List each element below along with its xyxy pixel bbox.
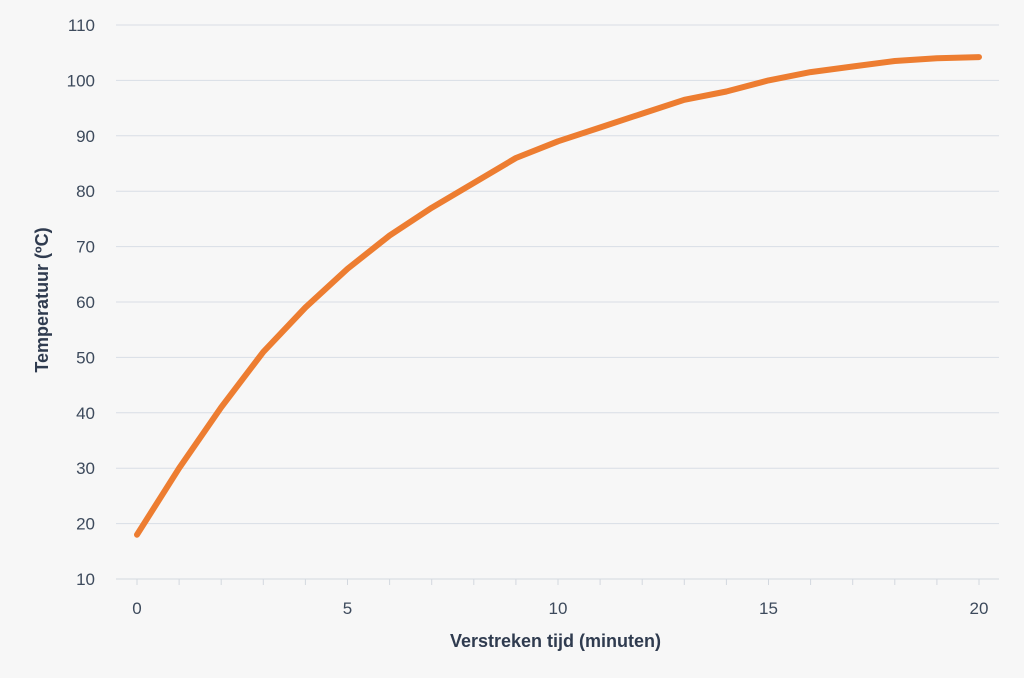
y-tick-label-30: 30 bbox=[76, 459, 95, 478]
x-tick-label-20: 20 bbox=[970, 599, 989, 618]
y-tick-label-100: 100 bbox=[67, 71, 95, 90]
x-tick-label-0: 0 bbox=[132, 599, 141, 618]
gridlines bbox=[116, 24, 999, 525]
x-tick-label-10: 10 bbox=[549, 599, 568, 618]
y-axis-title: Temperatuur (ºC) bbox=[32, 227, 52, 372]
y-tick-label-90: 90 bbox=[76, 127, 95, 146]
y-tick-label-60: 60 bbox=[76, 293, 95, 312]
x-tick-label-5: 5 bbox=[343, 599, 352, 618]
y-tick-label-110: 110 bbox=[68, 16, 95, 35]
y-tick-label-70: 70 bbox=[76, 238, 95, 257]
y-tick-label-20: 20 bbox=[76, 515, 95, 534]
y-tick-label-80: 80 bbox=[76, 182, 95, 201]
y-tick-label-10: 10 bbox=[76, 570, 95, 589]
x-axis-title: Verstreken tijd (minuten) bbox=[450, 631, 661, 651]
y-axis-ticks: 10 20 30 40 50 60 70 80 90 100 110 bbox=[67, 16, 95, 589]
series-line-1 bbox=[134, 54, 982, 538]
x-tick-label-15: 15 bbox=[759, 599, 778, 618]
x-axis-ticks: 0 5 10 15 20 bbox=[132, 579, 988, 618]
y-tick-label-40: 40 bbox=[76, 404, 95, 423]
y-tick-label-50: 50 bbox=[76, 348, 95, 367]
series-group bbox=[134, 54, 982, 538]
